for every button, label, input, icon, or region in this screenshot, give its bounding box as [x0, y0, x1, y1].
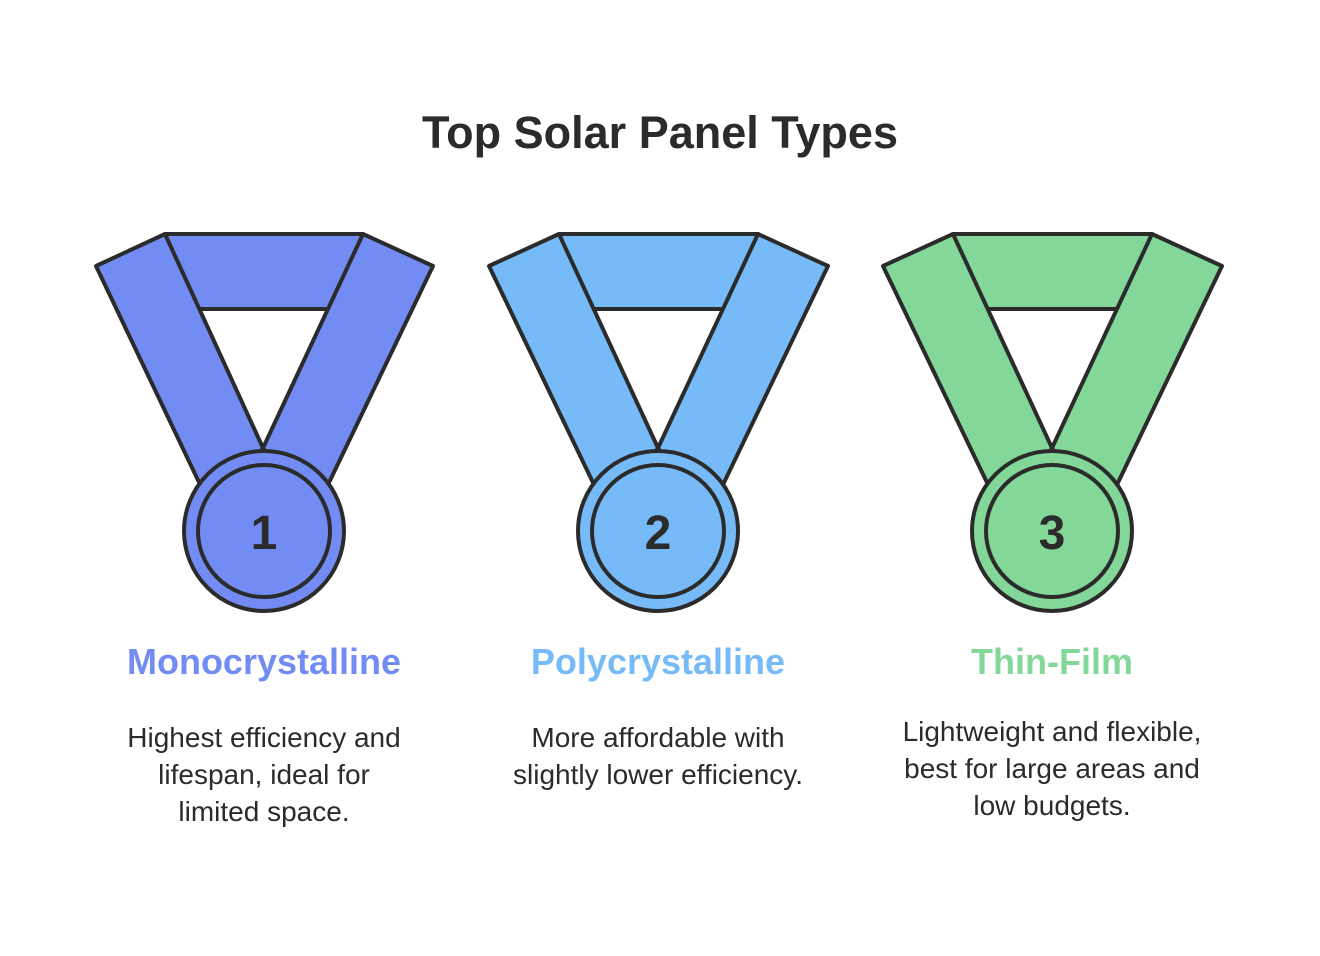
medal-2-inner: [590, 463, 726, 599]
ribbon-1: [94, 232, 435, 520]
ribbon-3: [881, 232, 1224, 520]
medal-1-number: 1: [251, 507, 278, 560]
medal-3-number: 3: [1039, 507, 1066, 560]
panel-name-thin-film: Thin-Film: [971, 641, 1133, 682]
page-title: Top Solar Panel Types: [422, 107, 898, 158]
medal-1-inner: [196, 463, 332, 599]
medal-2: 2: [487, 232, 830, 613]
medal-3-inner: [984, 463, 1120, 599]
panel-name-polycrystalline: Polycrystalline: [530, 641, 786, 682]
panel-description-polycrystalline: More affordable with slightly lower effi…: [513, 722, 803, 790]
medal-2-number: 2: [645, 507, 672, 560]
panel-name-monocrystalline: Monocrystalline: [126, 641, 402, 682]
medal-1: 1: [94, 232, 435, 613]
panel-description-monocrystalline: Highest efficiency and lifespan, ideal f…: [127, 722, 401, 827]
panel-description-thin-film: Lightweight and flexible, best for large…: [902, 716, 1202, 821]
ribbon-2: [487, 232, 830, 520]
medal-3: 3: [881, 232, 1224, 613]
